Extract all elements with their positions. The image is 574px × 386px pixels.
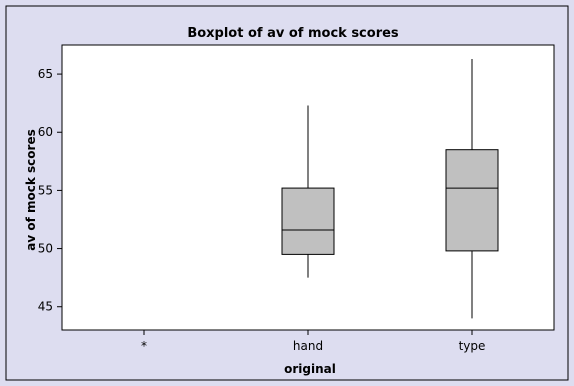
x-axis: * hand type <box>141 330 485 353</box>
x-axis-title: original <box>284 362 336 376</box>
x-tick-label: hand <box>293 339 323 353</box>
y-tick-label: 50 <box>38 242 53 256</box>
y-tick-label: 45 <box>38 300 53 314</box>
iqr-box <box>281 187 335 255</box>
iqr-box <box>445 149 499 252</box>
y-axis-title: av of mock scores <box>24 129 38 250</box>
box-type <box>445 58 499 319</box>
y-axis: 45 50 55 60 65 <box>38 67 62 314</box>
x-tick-label: * <box>141 339 147 353</box>
y-tick-label: 60 <box>38 125 53 139</box>
figure-border <box>5 5 569 381</box>
y-tick-label: 65 <box>38 67 53 81</box>
boxes-layer <box>281 58 499 319</box>
chart-title: Boxplot of av of mock scores <box>187 26 399 41</box>
y-tick-label: 55 <box>38 183 53 197</box>
box-hand <box>281 105 335 278</box>
x-tick-label: type <box>459 339 486 353</box>
